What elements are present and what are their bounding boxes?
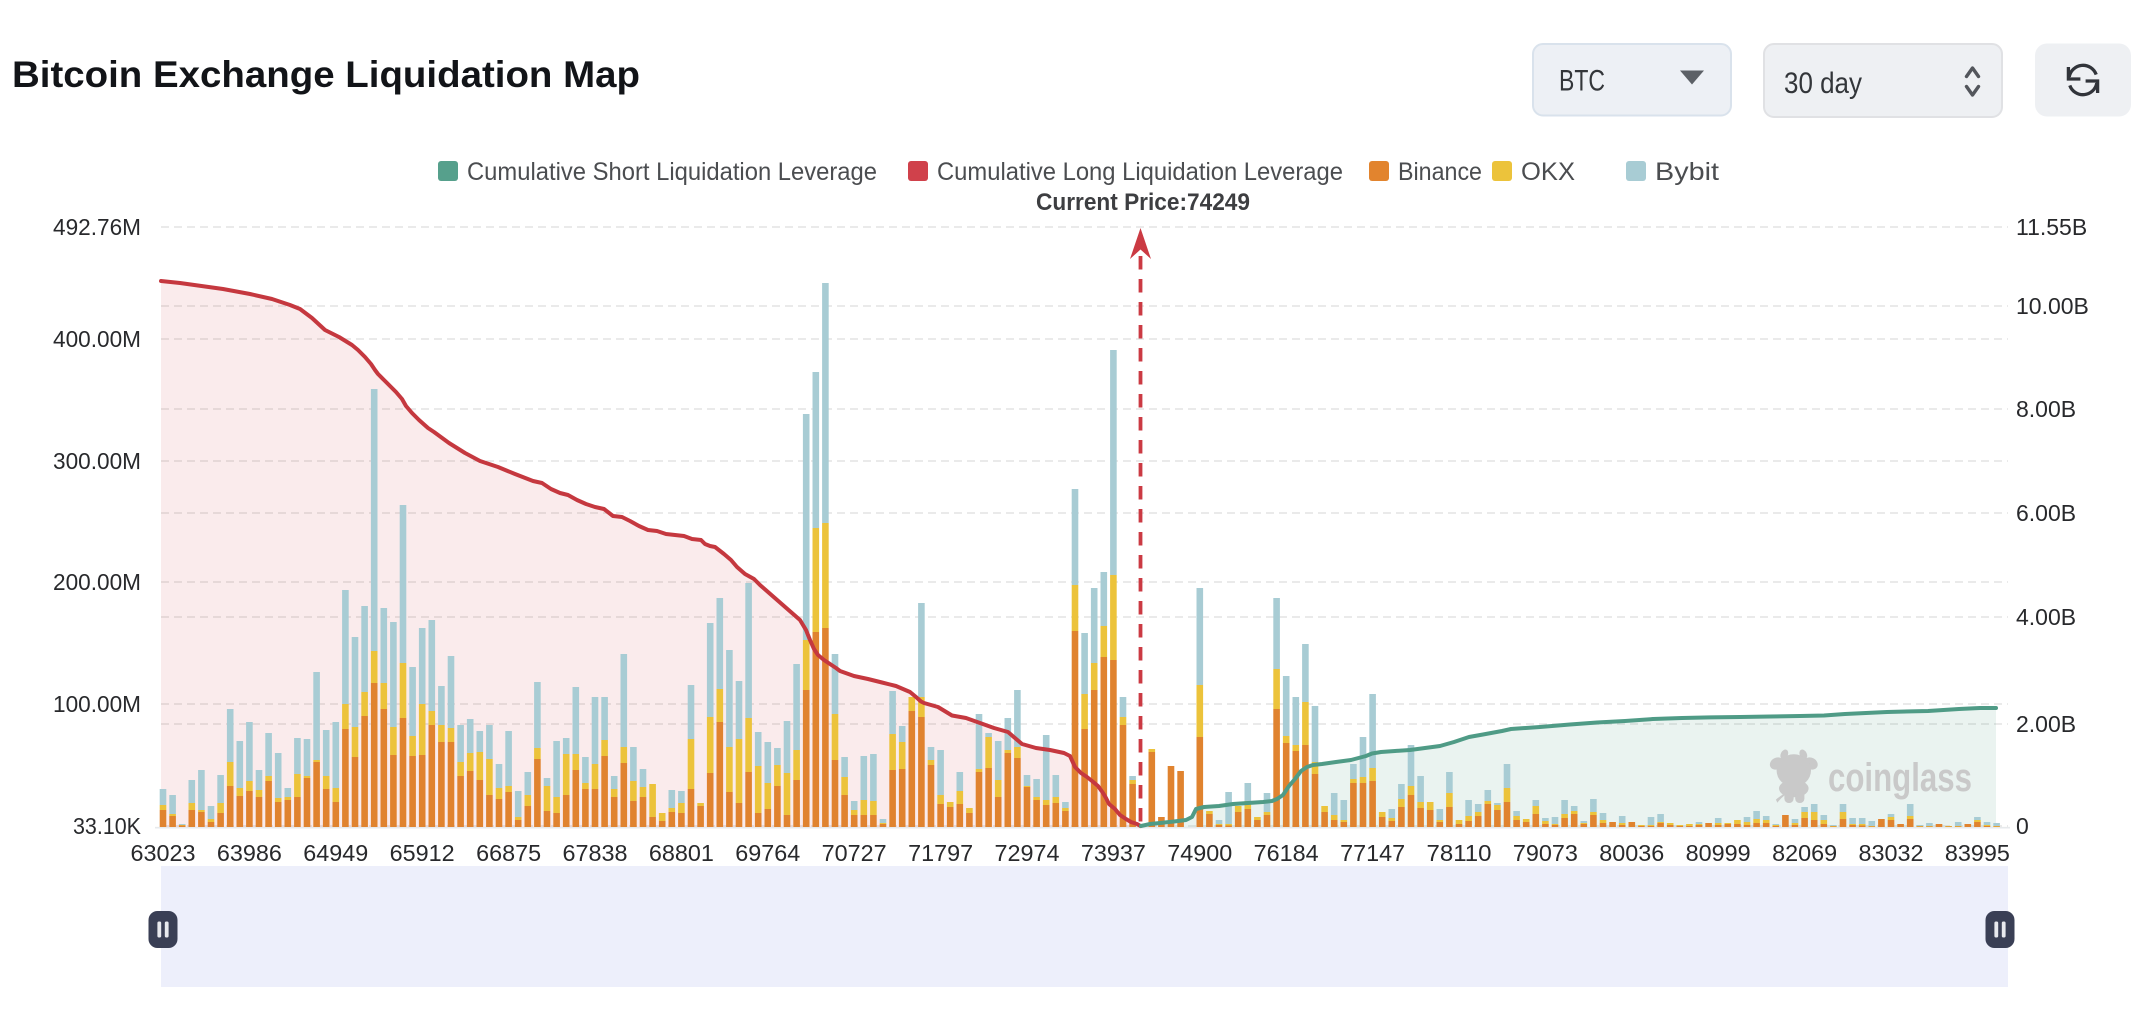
svg-text:coinglass: coinglass [1828,756,1972,800]
svg-text:66875: 66875 [476,840,541,866]
svg-text:Binance: Binance [1398,158,1482,186]
svg-text:78110: 78110 [1427,840,1492,866]
svg-text:69764: 69764 [735,840,800,866]
svg-text:100.00M: 100.00M [53,691,141,717]
svg-text:200.00M: 200.00M [53,569,141,595]
svg-text:77147: 77147 [1340,840,1405,866]
svg-text:80036: 80036 [1599,840,1664,866]
svg-text:68801: 68801 [649,840,714,866]
svg-text:70727: 70727 [822,840,887,866]
svg-text:8.00B: 8.00B [2016,396,2076,422]
svg-text:64949: 64949 [303,840,368,866]
svg-text:2.00B: 2.00B [2016,711,2076,737]
svg-text:400.00M: 400.00M [53,326,141,352]
svg-text:300.00M: 300.00M [53,448,141,474]
svg-text:67838: 67838 [563,840,628,866]
svg-text:82069: 82069 [1772,840,1837,866]
svg-text:Bitcoin Exchange Liquidation M: Bitcoin Exchange Liquidation Map [12,54,640,95]
svg-text:BTC: BTC [1559,65,1605,98]
svg-text:33.10K: 33.10K [73,813,142,839]
svg-text:30 day: 30 day [1784,67,1862,100]
svg-text:Cumulative Short Liquidation L: Cumulative Short Liquidation Leverage [467,158,877,186]
svg-text:63986: 63986 [217,840,282,866]
svg-text:10.00B: 10.00B [2016,293,2089,319]
svg-text:0: 0 [2016,813,2029,839]
svg-text:OKX: OKX [1521,158,1575,186]
svg-text:71797: 71797 [908,840,973,866]
svg-text:83032: 83032 [1859,840,1924,866]
svg-text:Current Price:74249: Current Price:74249 [1036,189,1250,216]
svg-text:11.55B: 11.55B [2016,214,2087,240]
svg-text:65912: 65912 [390,840,455,866]
svg-text:76184: 76184 [1254,840,1319,866]
svg-text:79073: 79073 [1513,840,1578,866]
svg-text:83995: 83995 [1945,840,2010,866]
svg-text:Bybit: Bybit [1655,158,1719,186]
svg-text:492.76M: 492.76M [53,214,141,240]
svg-text:72974: 72974 [995,840,1060,866]
svg-text:4.00B: 4.00B [2016,604,2076,630]
svg-text:73937: 73937 [1081,840,1146,866]
svg-text:Cumulative Long Liquidation Le: Cumulative Long Liquidation Leverage [937,158,1343,186]
svg-text:63023: 63023 [131,840,196,866]
svg-text:6.00B: 6.00B [2016,500,2076,526]
svg-text:80999: 80999 [1686,840,1751,866]
svg-text:74900: 74900 [1167,840,1232,866]
